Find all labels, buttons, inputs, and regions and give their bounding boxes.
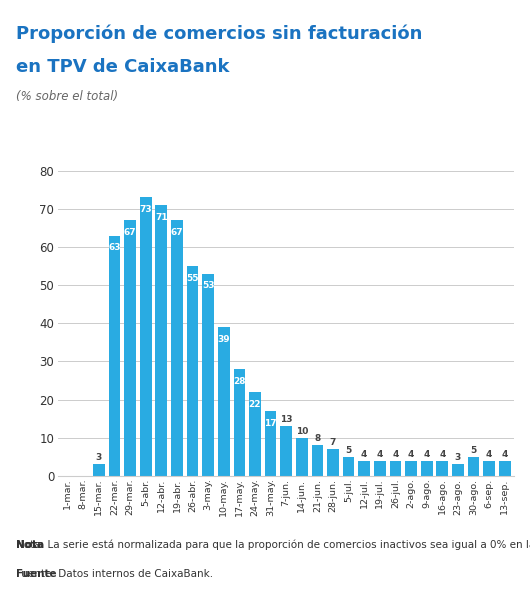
Bar <box>155 205 167 476</box>
Bar <box>124 220 136 476</box>
Bar <box>483 461 495 476</box>
Bar <box>467 457 479 476</box>
Text: 4: 4 <box>486 450 492 459</box>
Text: 5: 5 <box>471 446 476 455</box>
Text: 10: 10 <box>296 427 308 436</box>
Text: 4: 4 <box>439 450 446 459</box>
Text: Proporción de comercios sin facturación: Proporción de comercios sin facturación <box>16 24 422 43</box>
Text: 3: 3 <box>455 453 461 462</box>
Text: 4: 4 <box>501 450 508 459</box>
Text: Nota: La serie está normalizada para que la proporción de comercios inactivos se: Nota: La serie está normalizada para que… <box>16 540 530 550</box>
Bar <box>390 461 401 476</box>
Bar <box>296 438 307 476</box>
Bar <box>140 198 152 476</box>
Text: 67: 67 <box>124 228 136 237</box>
Bar <box>499 461 510 476</box>
Bar <box>421 461 432 476</box>
Bar <box>452 464 464 476</box>
Text: 7: 7 <box>330 438 336 447</box>
Bar <box>374 461 386 476</box>
Bar <box>358 461 370 476</box>
Text: 5: 5 <box>346 446 352 455</box>
Text: Nota: Nota <box>16 540 44 550</box>
Text: 53: 53 <box>202 281 215 290</box>
Bar <box>187 266 198 476</box>
Text: 17: 17 <box>264 418 277 428</box>
Text: 39: 39 <box>217 335 230 344</box>
Bar <box>327 449 339 476</box>
Text: 28: 28 <box>233 376 245 386</box>
Bar <box>202 274 214 476</box>
Text: en TPV de CaixaBank: en TPV de CaixaBank <box>16 58 229 76</box>
Text: 63: 63 <box>108 243 121 253</box>
Bar <box>405 461 417 476</box>
Bar <box>234 369 245 476</box>
Text: 22: 22 <box>249 400 261 409</box>
Text: 71: 71 <box>155 213 167 222</box>
Text: 67: 67 <box>171 228 183 237</box>
Text: 4: 4 <box>361 450 367 459</box>
Text: 73: 73 <box>139 205 152 214</box>
Bar <box>312 445 323 476</box>
Bar <box>343 457 355 476</box>
Text: 8: 8 <box>314 434 321 443</box>
Text: 4: 4 <box>377 450 383 459</box>
Text: Fuente: Datos internos de CaixaBank.: Fuente: Datos internos de CaixaBank. <box>16 569 213 578</box>
Text: 4: 4 <box>392 450 399 459</box>
Bar <box>218 327 229 476</box>
Bar <box>171 220 183 476</box>
Bar <box>265 411 277 476</box>
Text: 13: 13 <box>280 415 293 425</box>
Bar <box>109 235 120 476</box>
Text: 4: 4 <box>408 450 414 459</box>
Text: 3: 3 <box>96 453 102 462</box>
Text: Nota: Nota <box>16 540 44 550</box>
Bar <box>93 464 105 476</box>
Bar <box>249 392 261 476</box>
Text: Fuente: Fuente <box>16 569 57 578</box>
Text: (% sobre el total): (% sobre el total) <box>16 90 118 102</box>
Text: 4: 4 <box>423 450 430 459</box>
Bar <box>436 461 448 476</box>
Text: 55: 55 <box>186 274 199 283</box>
Bar <box>280 426 292 476</box>
